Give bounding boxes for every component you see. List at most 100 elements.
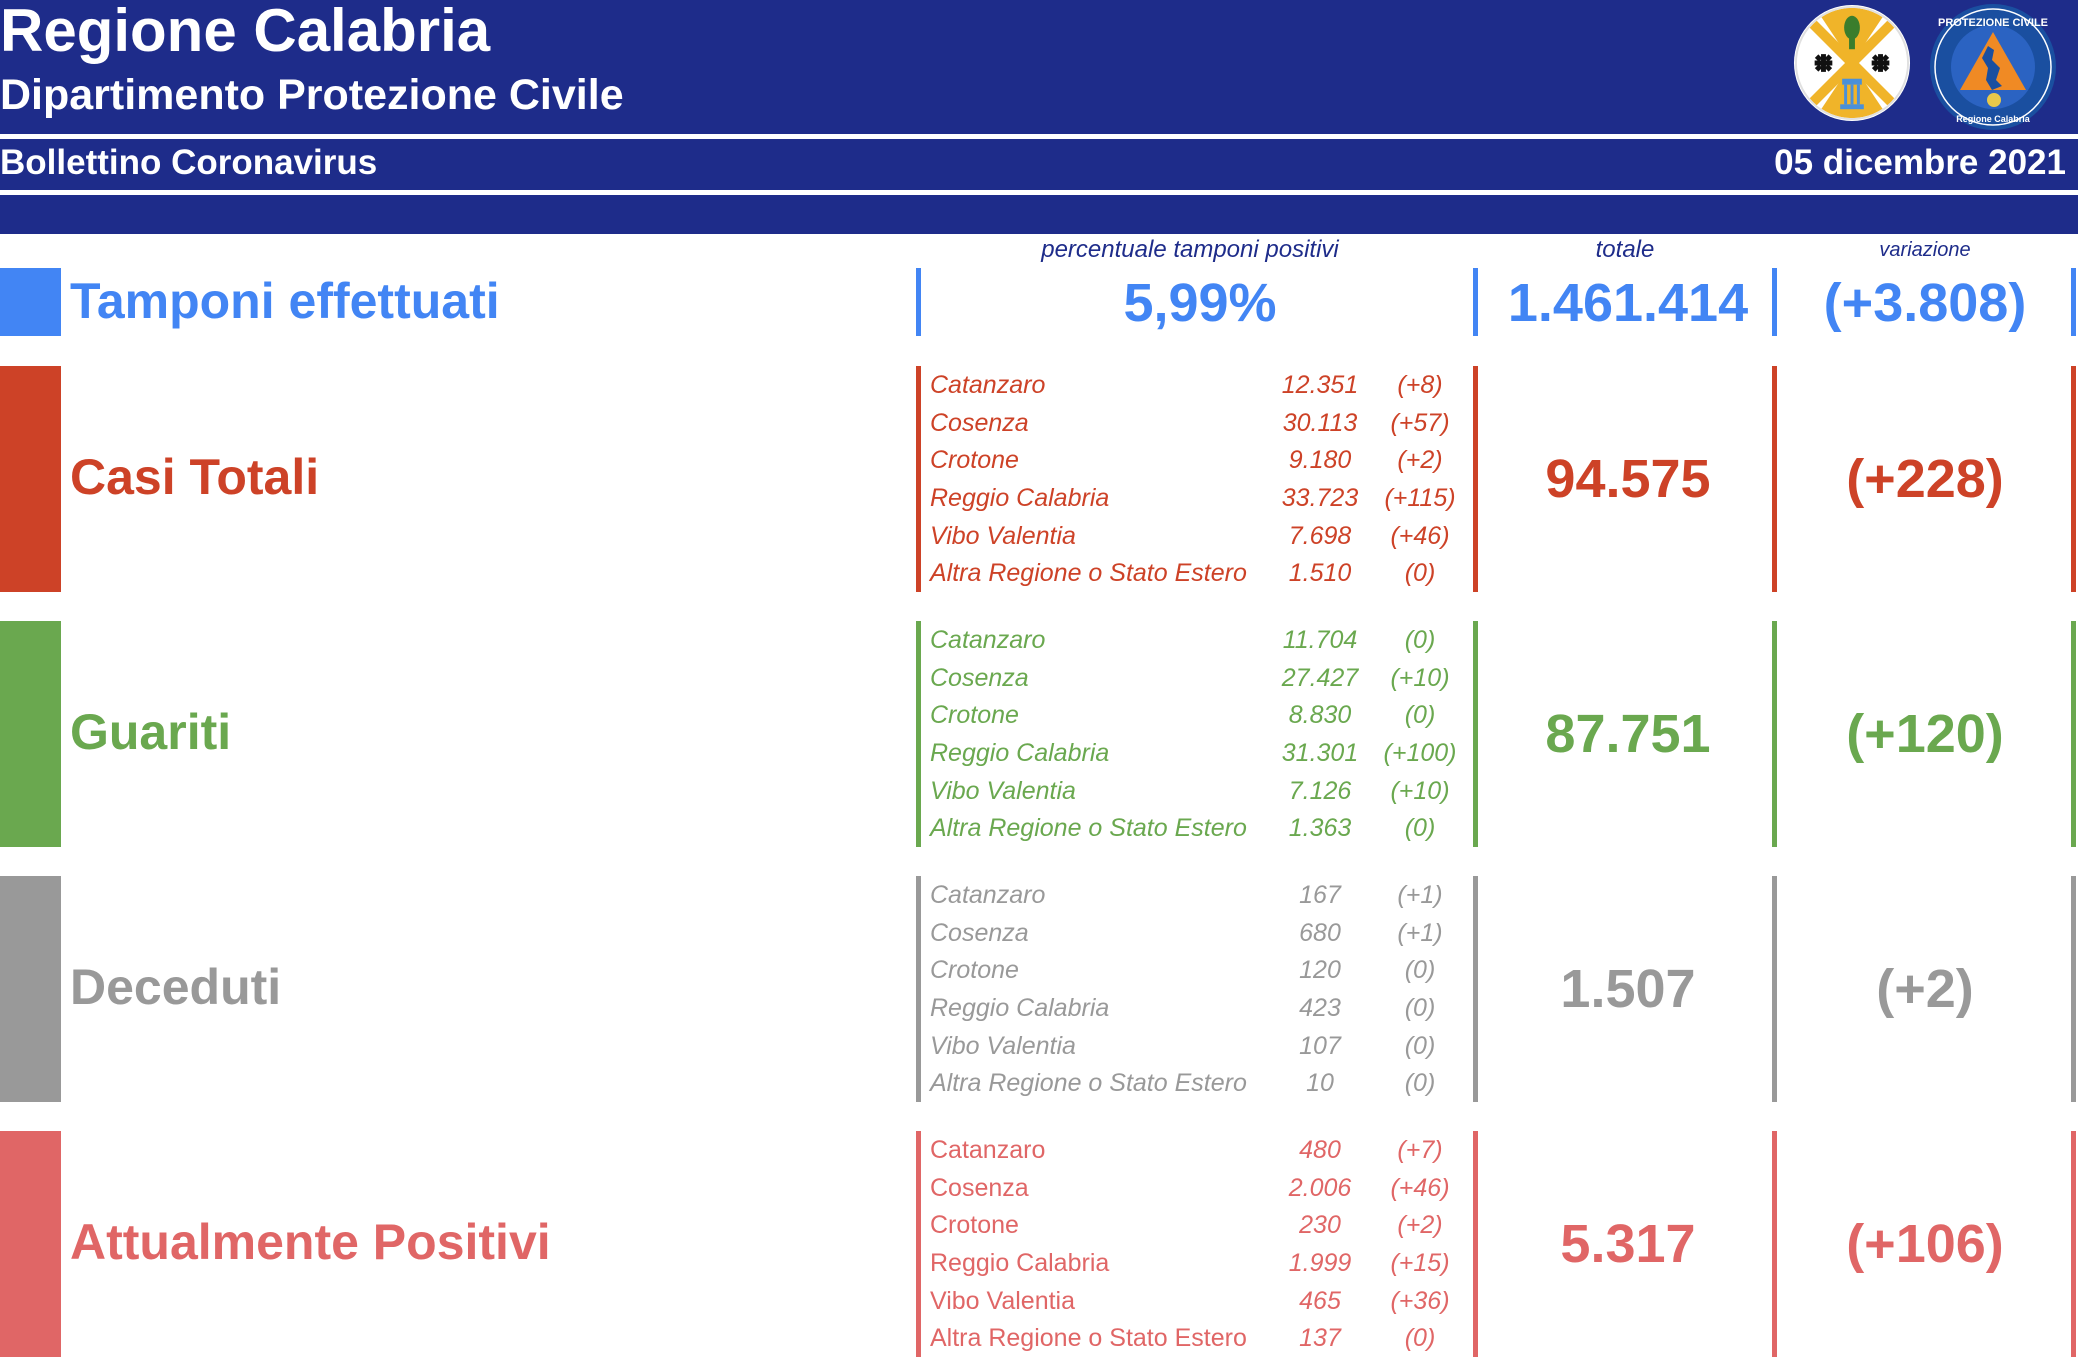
province-row: Vibo Valentia 7.126 (+10) [930,772,1470,810]
province-value: 9.180 [1288,446,1352,475]
province-row: Reggio Calabria 1.999 (+15) [930,1245,1470,1283]
province-row: Catanzaro 167 (+1) [930,877,1470,915]
bulletin-date: 05 dicembre 2021 [1774,143,2066,182]
province-row: Altra Regione o Stato Estero 1.363 (0) [930,810,1470,848]
province-change: (+10) [1390,776,1450,805]
province-change: (0) [1404,956,1436,985]
province-name: Crotone [930,701,1019,730]
column-divider [1473,1131,1478,1357]
department-subtitle: Dipartimento Protezione Civile [0,71,624,119]
province-change: (+1) [1397,881,1443,910]
positivi-variazione: (+106) [1846,1214,2004,1274]
province-row: Cosenza 2.006 (+46) [930,1170,1470,1208]
deceduti-label: Deceduti [70,959,282,1015]
column-divider [916,876,921,1102]
province-change: (+7) [1397,1136,1443,1165]
province-change: (+1) [1397,918,1443,947]
column-divider [916,1131,921,1357]
column-divider [1772,268,1777,336]
province-change: (+46) [1390,1173,1450,1202]
column-divider [1772,621,1777,847]
province-name: Vibo Valentia [930,1031,1076,1060]
logo-text-bottom: Regione Calabria [1956,114,2031,124]
province-name: Reggio Calabria [930,1249,1110,1278]
province-value: 8.830 [1288,701,1352,730]
column-divider [1473,621,1478,847]
province-change: (0) [1404,701,1436,730]
province-value: 1.363 [1288,814,1352,843]
province-row: Catanzaro 11.704 (0) [930,622,1470,660]
column-divider [916,366,921,592]
regione-calabria-emblem-icon [1793,4,1911,122]
tamponi-variazione: (+3.808) [1823,273,2027,333]
province-name: Crotone [930,446,1019,475]
province-name: Cosenza [930,408,1029,437]
province-name: Crotone [930,956,1019,985]
bulletin-band [0,139,2078,190]
province-name: Altra Regione o Stato Estero [930,1069,1247,1098]
column-divider [916,268,921,336]
province-value: 167 [1299,881,1341,910]
province-value: 27.427 [1281,663,1359,692]
guariti-label: Guariti [70,704,232,760]
province-value: 11.704 [1282,626,1358,655]
province-change: (+57) [1390,408,1450,437]
column-divider [1772,1131,1777,1357]
province-change: (0) [1404,559,1436,588]
province-name: Cosenza [930,918,1029,947]
province-value: 2.006 [1288,1173,1352,1202]
province-row: Crotone 8.830 (0) [930,697,1470,735]
province-value: 33.723 [1281,484,1359,513]
tamponi-totale: 1.461.414 [1507,273,1749,333]
tamponi-pct: 5,99% [1123,273,1277,333]
province-change: (0) [1404,994,1436,1023]
province-value: 107 [1299,1031,1341,1060]
province-change: (+46) [1390,521,1450,550]
guariti-province-list: Catanzaro 11.704 (0) Cosenza 27.427 (+10) Crot… [930,622,1470,848]
province-row: Reggio Calabria 33.723 (+115) [930,480,1470,518]
header-band [0,0,2078,134]
column-divider [2071,621,2076,847]
province-name: Catanzaro [930,626,1046,655]
column-divider [1473,366,1478,592]
page-title: Regione Calabria [0,0,491,64]
province-change: (0) [1404,1324,1436,1353]
column-header-totale: totale [1595,236,1655,263]
province-name: Altra Regione o Stato Estero [930,814,1247,843]
column-divider [2071,268,2076,336]
province-change: (0) [1404,1069,1436,1098]
deceduti-province-list: Catanzaro 167 (+1) Cosenza 680 (+1) Crotone 120… [930,877,1470,1103]
positivi-totale: 5.317 [1560,1214,1696,1274]
province-row: Vibo Valentia 465 (+36) [930,1282,1470,1320]
column-divider [1772,876,1777,1102]
province-row: Catanzaro 480 (+7) [930,1132,1470,1170]
province-value: 7.698 [1288,521,1352,550]
province-row: Cosenza 680 (+1) [930,915,1470,953]
column-divider [2071,366,2076,592]
positivi-province-list: Catanzaro 480 (+7) Cosenza 2.006 (+46) Crotone… [930,1132,1470,1358]
province-change: (0) [1404,814,1436,843]
province-change: (+36) [1390,1286,1450,1315]
province-name: Altra Regione o Stato Estero [930,1324,1247,1353]
province-row: Crotone 120 (0) [930,952,1470,990]
province-change: (+8) [1397,371,1443,400]
column-divider [1473,268,1478,336]
province-name: Cosenza [930,663,1029,692]
column-divider [2071,1131,2076,1357]
province-name: Vibo Valentia [930,776,1076,805]
province-name: Reggio Calabria [930,994,1110,1023]
province-name: Vibo Valentia [930,521,1076,550]
deceduti-swatch [0,876,61,1102]
casi-totale: 94.575 [1545,449,1711,509]
column-header-pct: percentuale tamponi positivi [1041,236,1339,263]
province-change: (0) [1404,1031,1436,1060]
province-value: 12.351 [1281,371,1359,400]
province-name: Catanzaro [930,1136,1046,1165]
province-row: Vibo Valentia 107 (0) [930,1027,1470,1065]
province-name: Catanzaro [930,881,1046,910]
casi-variazione: (+228) [1846,449,2004,509]
deceduti-variazione: (+2) [1876,959,1974,1019]
province-value: 230 [1299,1211,1341,1240]
casi-label: Casi Totali [70,449,320,505]
header-divider [0,134,2078,139]
